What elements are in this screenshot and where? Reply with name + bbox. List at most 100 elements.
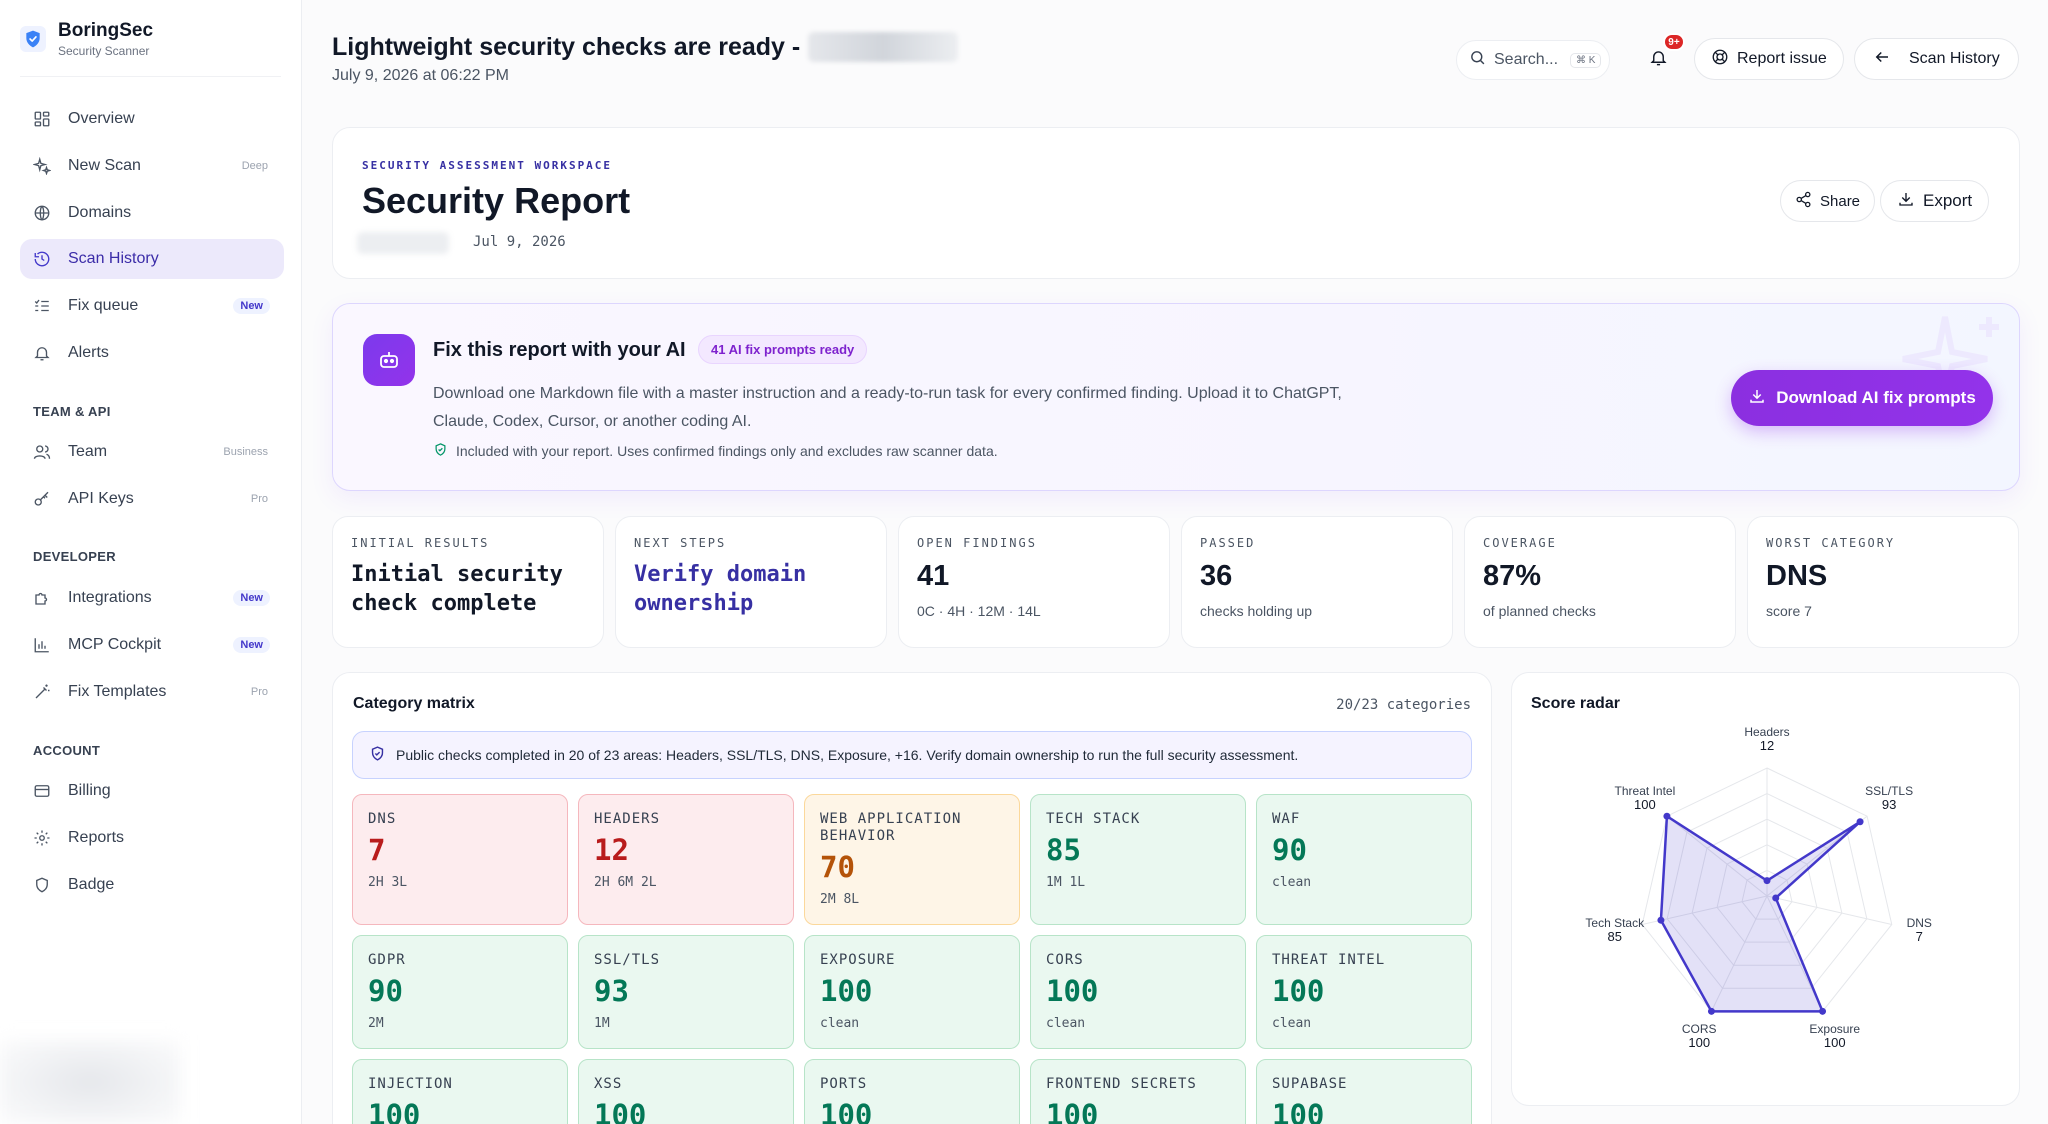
share-button[interactable]: Share (1780, 180, 1876, 222)
category-cell[interactable]: PORTS 100 (804, 1059, 1020, 1124)
download-ai-prompts-label: Download AI fix prompts (1776, 388, 1976, 407)
radar-axis-label: DNS 7 (1879, 915, 1959, 943)
page-title-text: Lightweight security checks are ready - (332, 32, 801, 61)
radar-axis-name: DNS (1906, 915, 1932, 930)
category-score: 100 (1046, 974, 1099, 1008)
grid-icon (32, 109, 52, 129)
download-icon (1748, 387, 1766, 410)
download-ai-prompts-button[interactable]: Download AI fix prompts (1731, 370, 1993, 426)
export-button[interactable]: Export (1880, 180, 1990, 222)
stat-initial-results: INITIAL RESULTS Initial security check c… (332, 516, 604, 648)
sidebar-item-team[interactable]: Team Business (20, 432, 284, 472)
scan-history-button[interactable]: Scan History (1854, 38, 2019, 80)
stat-worst-category: WORST CATEGORY DNS score 7 (1747, 516, 2019, 648)
redacted-target (357, 232, 449, 254)
sidebar-item-badge[interactable]: Badge (20, 865, 284, 905)
category-cell[interactable]: THREAT INTEL 100 clean (1256, 935, 1472, 1049)
sparkle-decoration-icon (1902, 316, 1999, 382)
radar-axis-label: Exposure 100 (1795, 1022, 1875, 1049)
category-cell[interactable]: XSS 100 (578, 1059, 794, 1124)
stat-next-steps[interactable]: NEXT STEPS Verify domain ownership (615, 516, 887, 648)
section-account: ACCOUNT (33, 743, 101, 758)
radar-axis-name: Headers (1744, 724, 1790, 739)
stat-value: DNS (1766, 560, 1828, 592)
stat-label: NEXT STEPS (634, 536, 727, 550)
category-name: EXPOSURE (820, 952, 896, 968)
sidebar-item-label: Domains (68, 204, 132, 221)
report-issue-button[interactable]: Report issue (1694, 38, 1844, 80)
category-cell[interactable]: CORS 100 clean (1030, 935, 1246, 1049)
category-cell[interactable]: EXPOSURE 100 clean (804, 935, 1020, 1049)
section-developer: DEVELOPER (33, 549, 116, 564)
section-team-api: TEAM & API (33, 404, 111, 419)
verify-domain-link[interactable]: Verify domain ownership (634, 562, 807, 616)
sidebar-item-integrations[interactable]: Integrations New (20, 578, 284, 618)
category-matrix-card: Category matrix 20/23 categories Public … (332, 672, 1492, 1124)
sidebar-item-label: Badge (68, 876, 115, 893)
business-badge: Business (223, 446, 268, 458)
category-findings: 1M (594, 1016, 610, 1031)
category-cell[interactable]: TECH STACK 85 1M 1L (1030, 794, 1246, 925)
category-score: 90 (1272, 833, 1307, 867)
report-issue-label: Report issue (1737, 50, 1827, 67)
category-cell[interactable]: WEB APPLICATION BEHAVIOR 70 2M 8L (804, 794, 1020, 925)
search-placeholder: Search... (1494, 51, 1559, 68)
category-cell[interactable]: INJECTION 100 (352, 1059, 568, 1124)
category-cell[interactable]: GDPR 90 2M (352, 935, 568, 1049)
sidebar-item-domains[interactable]: Domains (20, 193, 284, 233)
sidebar-item-reports[interactable]: Reports (20, 818, 284, 858)
stat-label: INITIAL RESULTS (351, 536, 490, 550)
radar-spoke (1711, 895, 1768, 1012)
history-icon (32, 249, 52, 269)
stat-open-findings: OPEN FINDINGS 41 0C · 4H · 12M · 14L (898, 516, 1170, 648)
sidebar-item-label: Fix Templates (68, 683, 167, 700)
radar-axis-value: 85 (1607, 928, 1622, 944)
stat-sub: of planned checks (1483, 603, 1596, 619)
stat-passed: PASSED 36 checks holding up (1181, 516, 1453, 648)
sidebar: BoringSec Security Scanner Overview New … (0, 0, 302, 1124)
category-score: 70 (820, 850, 855, 884)
category-score: 12 (594, 833, 629, 867)
sidebar-item-overview[interactable]: Overview (20, 99, 284, 139)
brand[interactable]: BoringSec Security Scanner (20, 20, 153, 58)
category-findings: clean (820, 1016, 860, 1031)
sidebar-item-label: API Keys (68, 490, 134, 507)
score-radar-card: Score radar Headers 12 SSL/TLS 93 DNS 7 Exposu… (1511, 672, 2020, 1106)
radar-axis-label: Tech Stack 85 (1575, 916, 1655, 944)
sidebar-item-scan-history[interactable]: Scan History (20, 239, 284, 279)
stat-sub: 0C · 4H · 12M · 14L (917, 603, 1041, 619)
category-score: 100 (1272, 1098, 1325, 1124)
category-cell[interactable]: SUPABASE 100 (1256, 1059, 1472, 1124)
card-icon (32, 781, 52, 801)
sidebar-item-fix-queue[interactable]: Fix queue New (20, 286, 284, 326)
sidebar-item-label: Overview (68, 110, 135, 127)
sidebar-item-alerts[interactable]: Alerts (20, 333, 284, 373)
shield-check-icon (433, 442, 448, 460)
shield-check-icon (369, 745, 386, 765)
report-eyebrow: SECURITY ASSESSMENT WORKSPACE (362, 159, 613, 172)
sidebar-item-billing[interactable]: Billing (20, 771, 284, 811)
category-cell[interactable]: HEADERS 12 2H 6M 2L (578, 794, 794, 925)
radar-axis-label: Threat Intel 100 (1605, 784, 1685, 811)
sidebar-item-new-scan[interactable]: New Scan Deep (20, 146, 284, 186)
report-title: Security Report (362, 180, 631, 221)
sidebar-item-mcp-cockpit[interactable]: MCP Cockpit New (20, 625, 284, 665)
sidebar-item-fix-templates[interactable]: Fix Templates Pro (20, 672, 284, 712)
page-subtitle: July 9, 2026 at 06:22 PM (332, 67, 509, 84)
category-score: 100 (1046, 1098, 1099, 1124)
category-cell[interactable]: FRONTEND SECRETS 100 (1030, 1059, 1246, 1124)
category-name: HEADERS (594, 811, 661, 827)
category-cell[interactable]: DNS 7 2H 3L (352, 794, 568, 925)
notifications-button[interactable] (1642, 44, 1674, 76)
sidebar-item-api-keys[interactable]: API Keys Pro (20, 479, 284, 519)
stat-value: Initial security check complete (351, 562, 563, 616)
radar-chart (1641, 767, 1893, 1015)
stat-label: OPEN FINDINGS (917, 536, 1037, 550)
category-score: 100 (1272, 974, 1325, 1008)
category-name: INJECTION (368, 1076, 453, 1092)
robot-icon (363, 334, 415, 386)
category-cell[interactable]: WAF 90 clean (1256, 794, 1472, 925)
search-input[interactable]: Search... ⌘ K (1456, 40, 1610, 80)
stat-coverage: COVERAGE 87% of planned checks (1464, 516, 1736, 648)
category-cell[interactable]: SSL/TLS 93 1M (578, 935, 794, 1049)
